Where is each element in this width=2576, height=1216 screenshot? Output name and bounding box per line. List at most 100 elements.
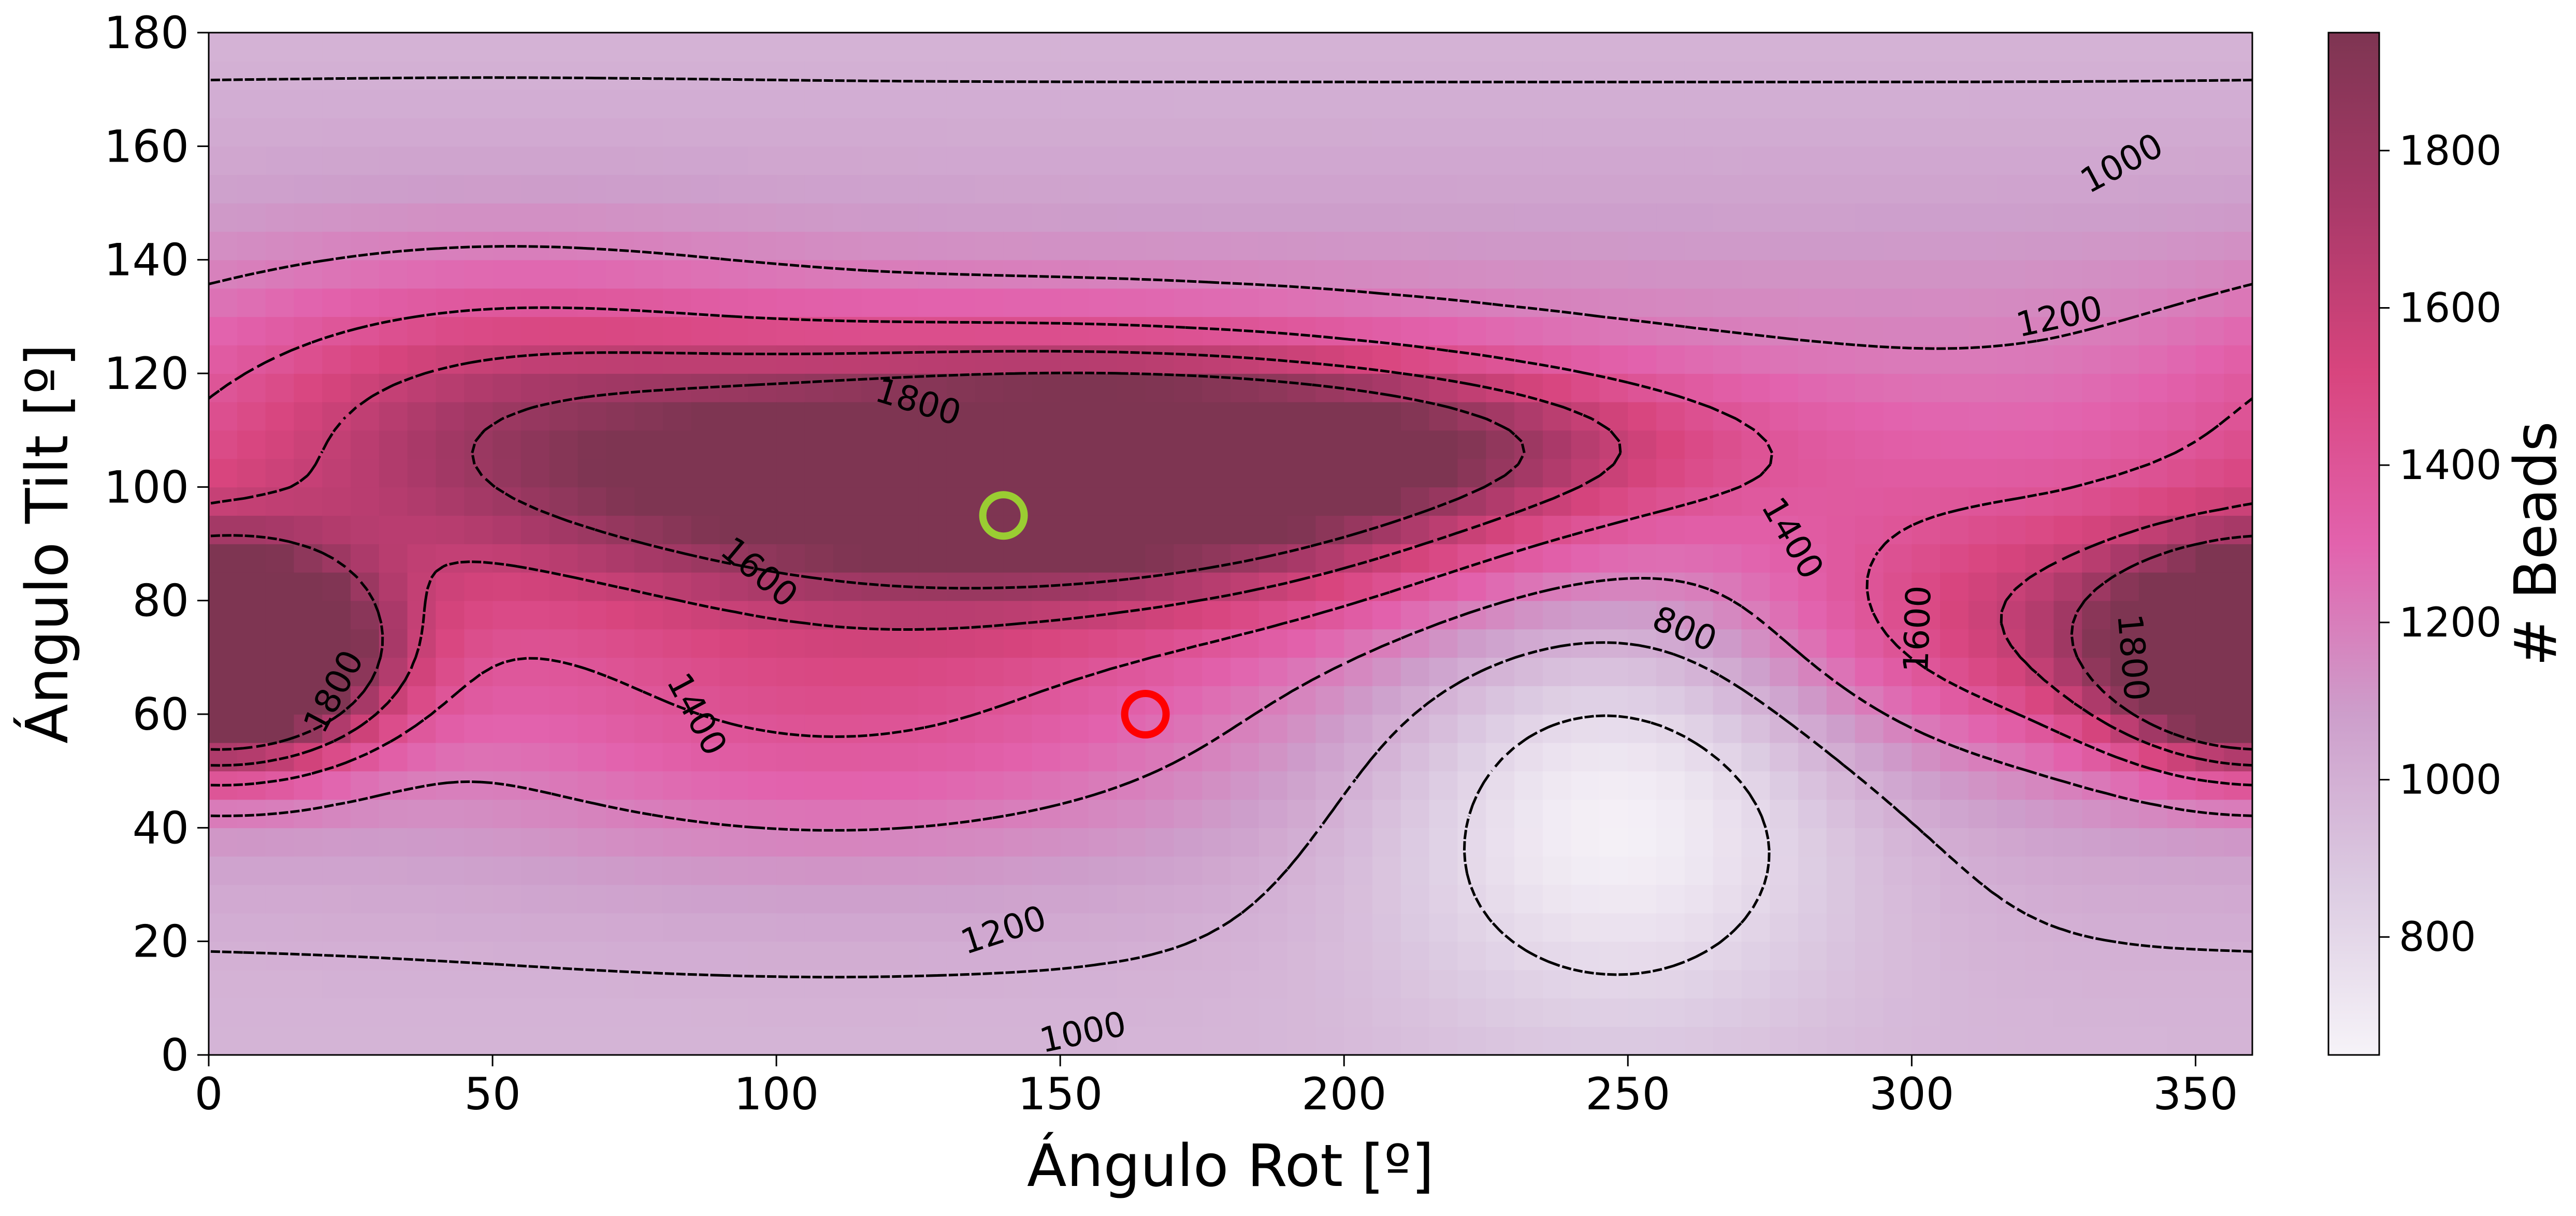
heatmap-cell <box>1032 288 1061 317</box>
x-axis: 0 50 100 150 200 250 300 350 <box>195 1055 2238 1120</box>
heatmap-cell <box>2167 686 2196 715</box>
heatmap-cell <box>1486 629 1515 658</box>
heatmap-cell <box>918 487 947 516</box>
heatmap-cell <box>804 89 834 119</box>
heatmap-cell <box>1287 61 1316 90</box>
heatmap-cell <box>776 544 805 573</box>
heatmap-cell <box>2167 714 2196 743</box>
heatmap-cell <box>351 856 380 885</box>
heatmap-cell <box>1855 998 1884 1027</box>
heatmap-cell <box>1628 345 1657 374</box>
heatmap-cell <box>1542 799 1572 829</box>
heatmap-cell <box>1231 544 1260 573</box>
heatmap-cell <box>2195 118 2224 147</box>
heatmap-cell <box>776 288 805 317</box>
heatmap-cell <box>719 1026 749 1055</box>
heatmap-cell <box>748 657 777 686</box>
heatmap-cell <box>662 657 692 686</box>
heatmap-cell <box>1628 458 1657 488</box>
heatmap-cell <box>1968 686 1998 715</box>
heatmap-cell <box>1798 259 1827 289</box>
heatmap-cell <box>1145 913 1175 942</box>
heatmap-cell <box>1542 1026 1572 1055</box>
y-tick-label: 120 <box>104 348 189 400</box>
heatmap-cell <box>2082 799 2111 829</box>
heatmap-cell <box>1741 118 1771 147</box>
heatmap-cell <box>520 885 550 914</box>
heatmap-cell <box>1883 89 1913 119</box>
heatmap-cell <box>606 288 635 317</box>
heatmap-cell <box>1855 345 1884 374</box>
heatmap-cell <box>1912 629 1941 658</box>
heatmap-cell <box>1656 175 1685 204</box>
heatmap-cell <box>2138 969 2168 999</box>
heatmap-cell <box>1003 33 1033 62</box>
heatmap-cell <box>1344 969 1373 999</box>
heatmap-cell <box>1826 856 1856 885</box>
heatmap-cell <box>776 458 805 488</box>
heatmap-cell <box>1599 714 1629 743</box>
heatmap-cell <box>549 969 578 999</box>
heatmap-cell <box>1174 430 1203 459</box>
heatmap-cell <box>1826 742 1856 772</box>
heatmap-cell <box>748 799 777 829</box>
y-tick-label: 20 <box>133 916 189 968</box>
heatmap-cell <box>833 629 862 658</box>
heatmap-cell <box>322 969 351 999</box>
heatmap-cell <box>1684 259 1714 289</box>
heatmap-cell <box>833 487 862 516</box>
heatmap-cell <box>436 458 465 488</box>
heatmap-cell <box>2110 600 2139 630</box>
heatmap-cell <box>2053 572 2082 601</box>
heatmap-cell <box>776 969 805 999</box>
heatmap-cell <box>748 118 777 147</box>
heatmap-cell <box>2224 373 2252 402</box>
heatmap-cell <box>294 572 323 601</box>
heatmap-cell <box>1826 89 1856 119</box>
heatmap-cell <box>1684 61 1714 90</box>
heatmap-cell <box>1174 572 1203 601</box>
heatmap-cell <box>1628 856 1657 885</box>
heatmap-cell <box>634 430 663 459</box>
heatmap-cell <box>265 998 295 1027</box>
heatmap-cell <box>493 913 522 942</box>
heatmap-cell <box>520 913 550 942</box>
heatmap-cell <box>237 856 266 885</box>
heatmap-cell <box>606 629 635 658</box>
heatmap-cell <box>1032 742 1061 772</box>
heatmap-cell <box>719 969 749 999</box>
heatmap-cell <box>237 515 266 544</box>
heatmap-cell <box>1315 146 1344 175</box>
heatmap-cell <box>294 686 323 715</box>
heatmap-cell <box>2082 941 2111 971</box>
heatmap-cell <box>1912 345 1941 374</box>
heatmap-cell <box>1741 175 1771 204</box>
heatmap-cell <box>1429 515 1458 544</box>
heatmap-cell <box>1003 203 1033 232</box>
heatmap-cell <box>833 1026 862 1055</box>
heatmap-cell <box>265 316 295 345</box>
heatmap-cell <box>1003 458 1033 488</box>
heatmap-cell <box>1798 544 1827 573</box>
heatmap-cell <box>1231 288 1260 317</box>
heatmap-cell <box>2138 373 2168 402</box>
heatmap-cell <box>1089 345 1118 374</box>
heatmap-cell <box>1202 657 1231 686</box>
heatmap-cell <box>237 175 266 204</box>
heatmap-cell <box>975 856 1004 885</box>
heatmap-cell <box>1060 203 1089 232</box>
heatmap-cell <box>237 1026 266 1055</box>
heatmap-cell <box>1315 487 1344 516</box>
heatmap-cell <box>1826 288 1856 317</box>
heatmap-cell <box>634 401 663 431</box>
heatmap-cell <box>1599 175 1629 204</box>
heatmap-cell <box>1400 913 1430 942</box>
heatmap-cell <box>2110 657 2139 686</box>
heatmap-cell <box>1202 175 1231 204</box>
heatmap-cell <box>1174 373 1203 402</box>
heatmap-cell <box>209 629 238 658</box>
heatmap-cell <box>1741 998 1771 1027</box>
heatmap-cell <box>1202 345 1231 374</box>
heatmap-cell <box>351 203 380 232</box>
heatmap-cell <box>2025 146 2054 175</box>
